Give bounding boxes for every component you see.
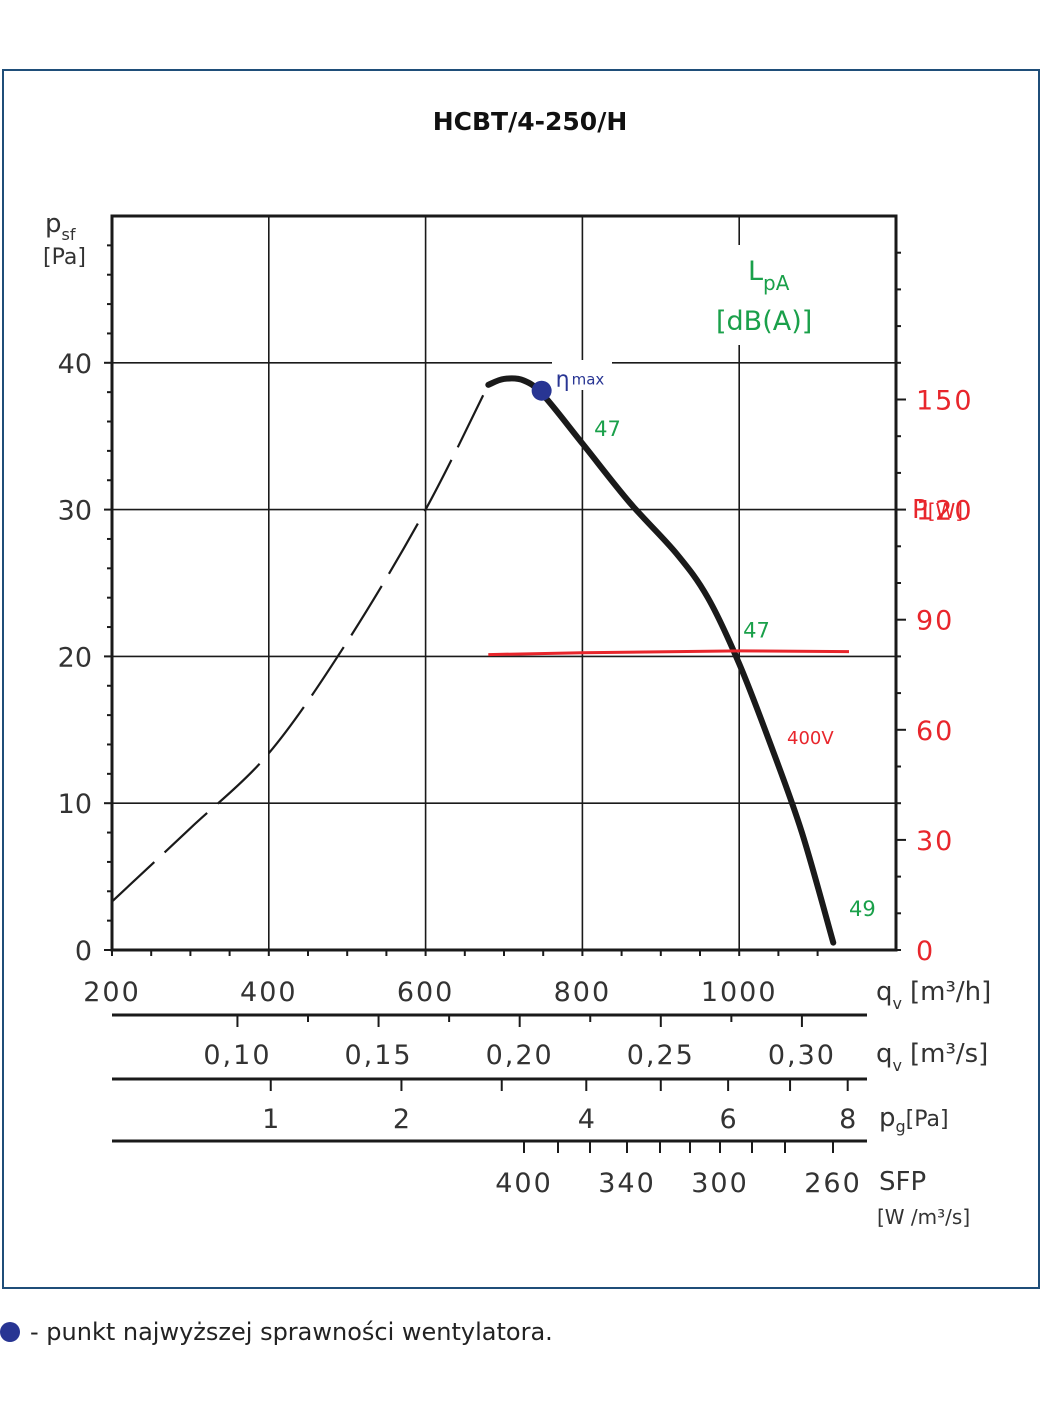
sfp-label: SFP (879, 1167, 926, 1197)
qv-m3h-sub: v (893, 994, 902, 1013)
grid (110, 214, 898, 1143)
sound-level-label: 47 (594, 417, 621, 441)
fan-performance-chart: HCBT/4-250/H 0 10 20 30 40 200 400 600 800 1000 0 3… (43, 107, 991, 1229)
qv-m3h-unit: [m³/h] (910, 977, 991, 1007)
sound-label-main: L (748, 256, 763, 287)
qv-m3s-main: q (876, 1039, 893, 1069)
sfp-tick-label: 260 (804, 1168, 862, 1199)
curves (111, 375, 850, 946)
power-axis-title: P[W] (912, 495, 963, 525)
sound-level-label: 49 (849, 897, 876, 921)
qv-m3h-main: q (876, 977, 893, 1007)
qv-m3s-tick-label: 0,15 (344, 1040, 412, 1071)
pg-tick-label: 4 (578, 1104, 595, 1135)
qv-tick-label: 200 (83, 977, 141, 1008)
pg-tick-label: 2 (393, 1104, 410, 1135)
power-label-main: P (912, 495, 928, 525)
pg-tick-label: 8 (839, 1104, 856, 1135)
psf-axis-title: psf (45, 209, 76, 244)
qv-m3s-unit: [m³/s] (910, 1039, 988, 1069)
pg-unit: [Pa] (906, 1107, 949, 1132)
sound-label-unit: [dB(A)] (716, 306, 812, 337)
qv-m3s-tick-label: 0,25 (627, 1040, 695, 1071)
chart-title: HCBT/4-250/H (433, 107, 628, 136)
pg-main: p (879, 1103, 896, 1133)
power-tick-label: 30 (916, 826, 954, 857)
power-tick-label: 90 (916, 606, 954, 637)
pg-label: pg[Pa] (879, 1103, 949, 1136)
eta-legend-dot-icon (0, 1322, 20, 1342)
sfp-unit: [W /m³/s] (877, 1205, 970, 1229)
qv-tick-label: 600 (397, 977, 455, 1008)
sound-axis-title: LpA (748, 256, 790, 295)
chart-frame (2, 69, 1040, 1289)
qv-tick-label: 1000 (701, 977, 778, 1008)
fan-curve-operating (485, 375, 837, 946)
sfp-tick-label: 400 (495, 1168, 553, 1199)
psf-tick-label: 40 (58, 349, 92, 380)
power-tick-label: 120 (916, 496, 974, 527)
qv-tick-label: 400 (240, 977, 298, 1008)
sfp-tick-label: 340 (598, 1168, 656, 1199)
pg-tick-label: 6 (720, 1104, 737, 1135)
psf-tick-label: 0 (75, 936, 92, 967)
psf-label-main: p (45, 209, 62, 239)
power-curve (488, 649, 850, 657)
qv-m3s-tick-label: 0,20 (486, 1040, 554, 1071)
power-series-label: 400V (787, 728, 834, 749)
sfp-tick-label: 300 (691, 1168, 749, 1199)
power-label-unit: [W] (928, 499, 963, 523)
eta-max-label: η max (556, 368, 605, 393)
psf-label-sub: sf (62, 225, 76, 244)
qv-m3s-tick-label: 0,10 (203, 1040, 271, 1071)
psf-tick-label: 30 (58, 496, 92, 527)
psf-tick-label: 20 (58, 642, 92, 673)
fan-curve-unstable (111, 384, 490, 903)
axis-ticks (104, 244, 906, 1153)
footnote-text: - punkt najwyższej sprawności wentylator… (30, 1318, 553, 1346)
eta-label-main: η (556, 368, 570, 393)
pg-sub: g (896, 1117, 906, 1136)
pg-tick-label: 1 (262, 1104, 279, 1135)
eta-label-sub: max (572, 371, 605, 389)
eta-max-point (531, 380, 552, 401)
sound-level-label: 47 (743, 618, 770, 642)
power-tick-label: 60 (916, 716, 954, 747)
axis-labels: 0 10 20 30 40 200 400 600 800 1000 0 30 60 90 120 150 0,… (58, 349, 974, 1199)
sound-label-bg (706, 245, 836, 345)
qv-m3s-label: qv [m³/s] (876, 1039, 988, 1075)
qv-m3s-tick-label: 0,30 (768, 1040, 836, 1071)
eta-label-bg (552, 360, 612, 390)
power-tick-label: 150 (916, 386, 974, 417)
qv-m3s-sub: v (893, 1056, 902, 1075)
power-tick-label: 0 (916, 936, 935, 967)
psf-tick-label: 10 (58, 789, 92, 820)
sound-label-sub: pA (763, 271, 790, 295)
qv-m3h-label: qv [m³/h] (876, 977, 991, 1013)
psf-label-unit: [Pa] (43, 245, 86, 270)
footnote: - punkt najwyższej sprawności wentylator… (0, 1318, 553, 1346)
qv-tick-label: 800 (554, 977, 612, 1008)
